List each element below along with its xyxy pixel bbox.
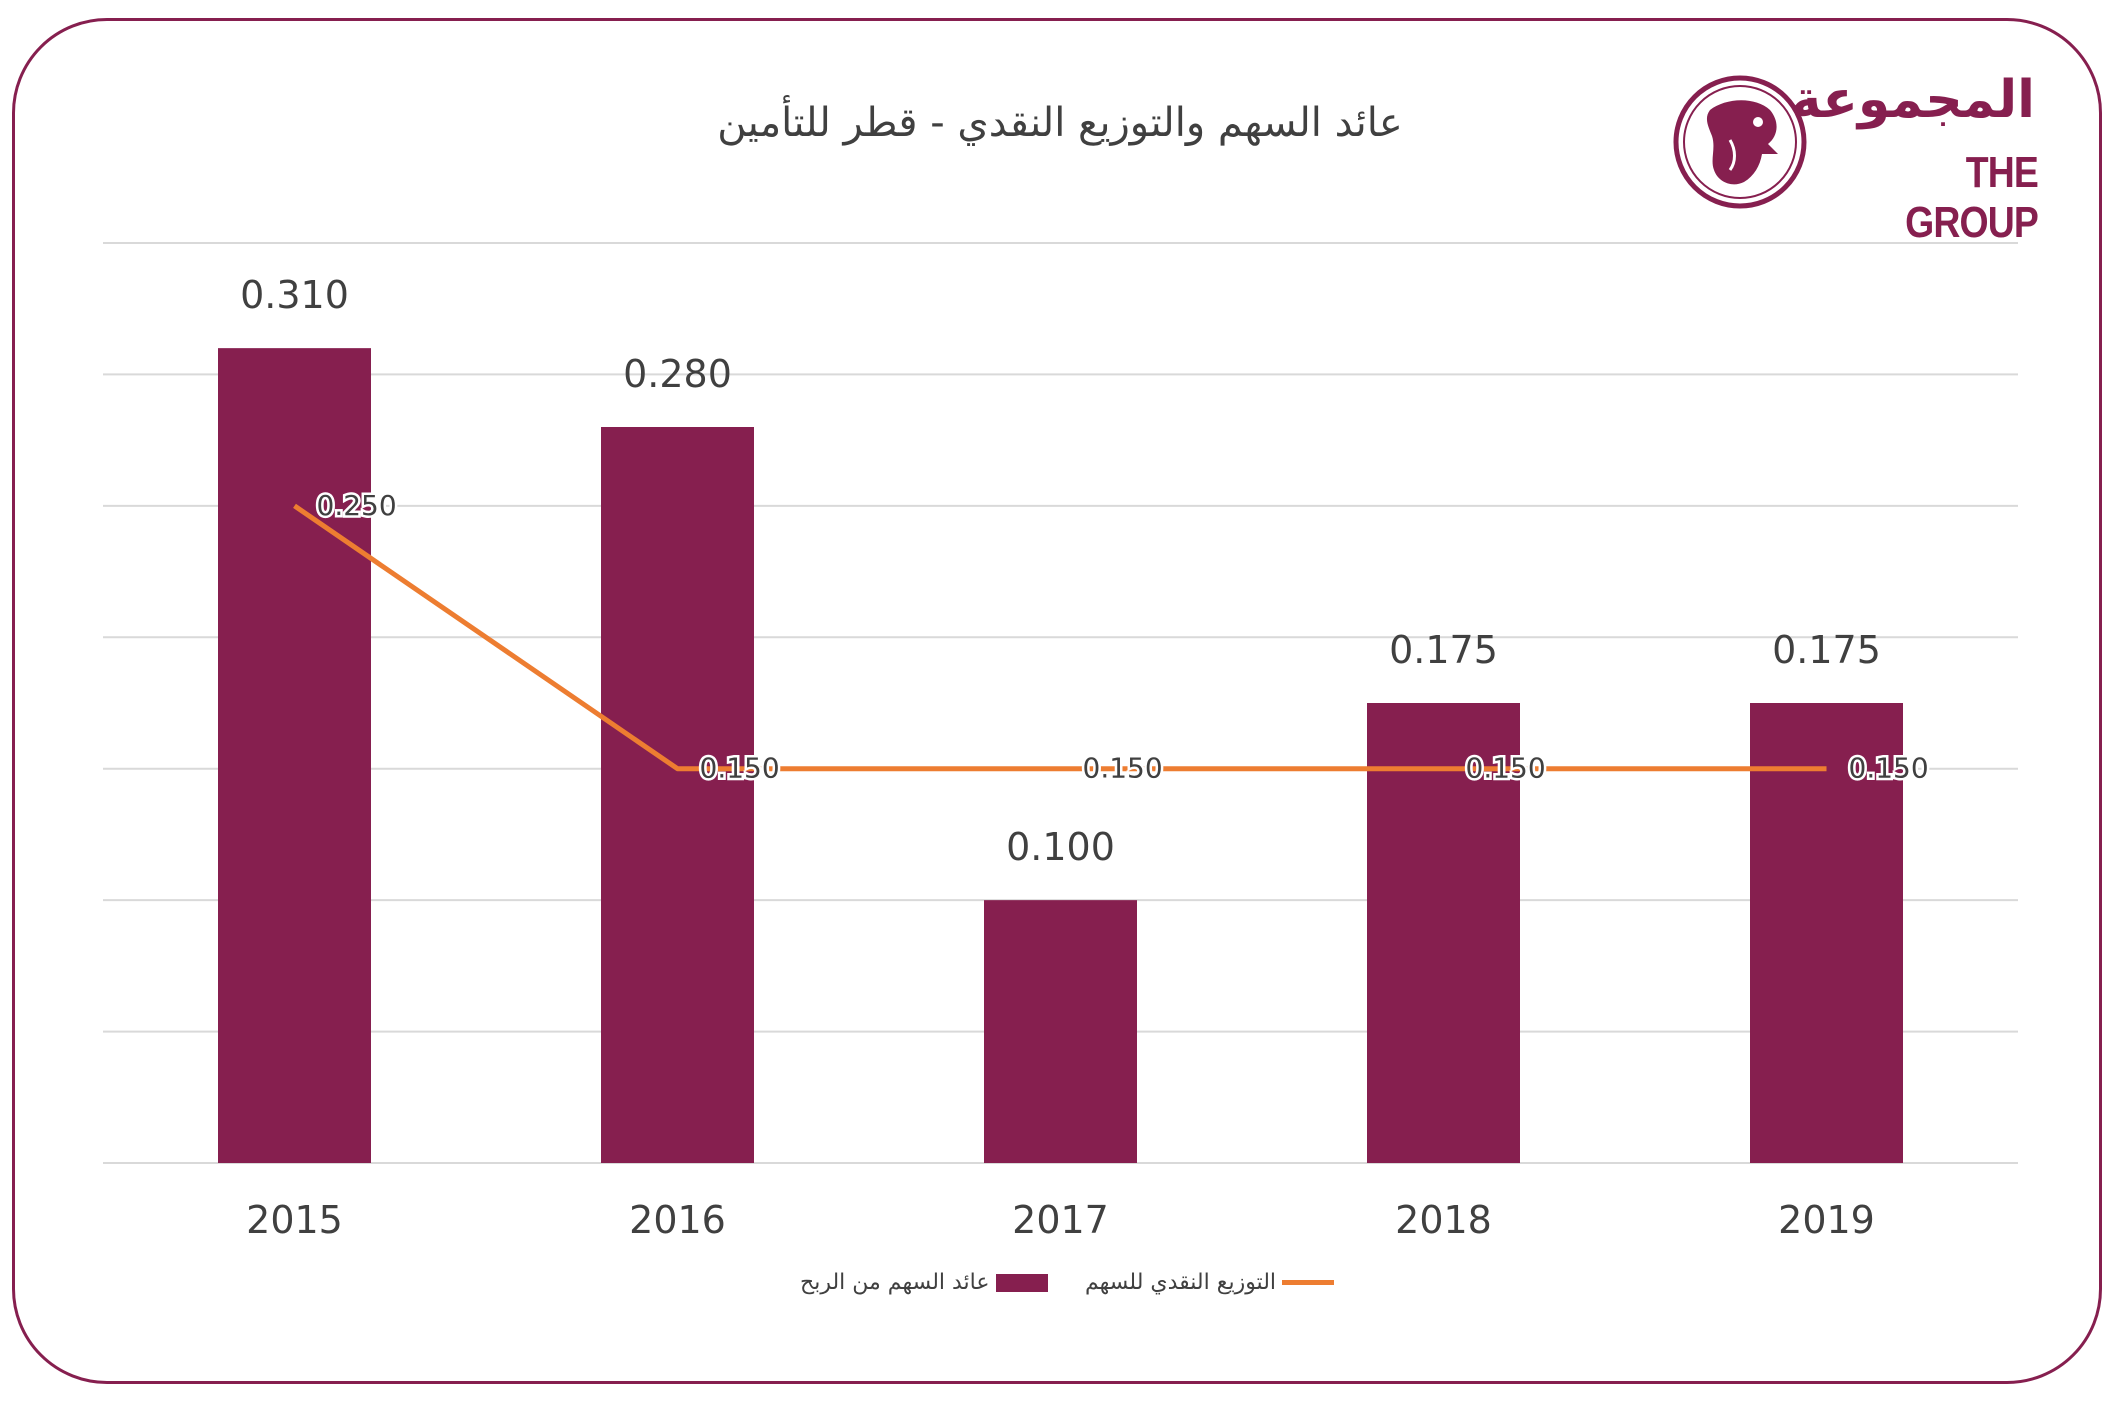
legend: عائد السهم من الربح التوزيع النقدي للسهم [0, 1270, 2120, 1310]
legend-label-dividend: التوزيع النقدي للسهم [1085, 1270, 1277, 1295]
x-tick-label: 2015 [246, 1198, 343, 1242]
legend-swatch-line [1282, 1280, 1335, 1285]
line-data-label: 0.150 [1466, 752, 1546, 785]
chart-plot: 0.310 0.280 0.100 0.175 0.175 0.250 0.150 0.150… [103, 242, 2018, 1242]
falcon-icon [1673, 75, 1807, 209]
logo-arabic-text: المجموعة [1790, 70, 2035, 130]
bar-data-label: 0.175 [1772, 628, 1881, 672]
line-data-label: 0.150 [1083, 752, 1163, 785]
line-data-label: 0.150 [1849, 752, 1929, 785]
bar [1367, 703, 1520, 1163]
bar-data-label: 0.100 [1006, 825, 1115, 869]
chart-title: عائد السهم والتوزيع النقدي - قطر للتأمين [717, 100, 1403, 146]
x-tick-label: 2018 [1395, 1198, 1492, 1242]
line-data-label: 0.250 [317, 489, 397, 522]
bar-data-label: 0.175 [1389, 628, 1498, 672]
legend-item-dividend: التوزيع النقدي للسهم [1085, 1270, 1335, 1295]
legend-label-eps: عائد السهم من الربح [800, 1270, 990, 1295]
x-tick-label: 2017 [1012, 1198, 1109, 1242]
bar-data-label: 0.310 [240, 273, 349, 317]
company-logo: المجموعة THE GROUP [1670, 70, 2039, 247]
legend-swatch-bar [995, 1273, 1048, 1292]
x-tick-label: 2019 [1778, 1198, 1875, 1242]
bar [1750, 703, 1903, 1163]
line-series-dividend [293, 503, 1827, 772]
bar [984, 900, 1137, 1163]
bar [218, 348, 371, 1164]
logo-english-text: THE GROUP [1905, 148, 2039, 247]
bar-data-label: 0.280 [623, 352, 732, 396]
line-data-label: 0.150 [700, 752, 780, 785]
chart-frame [12, 18, 2102, 1384]
legend-item-eps: عائد السهم من الربح [800, 1270, 1048, 1295]
bar [601, 427, 754, 1163]
x-tick-label: 2016 [629, 1198, 726, 1242]
